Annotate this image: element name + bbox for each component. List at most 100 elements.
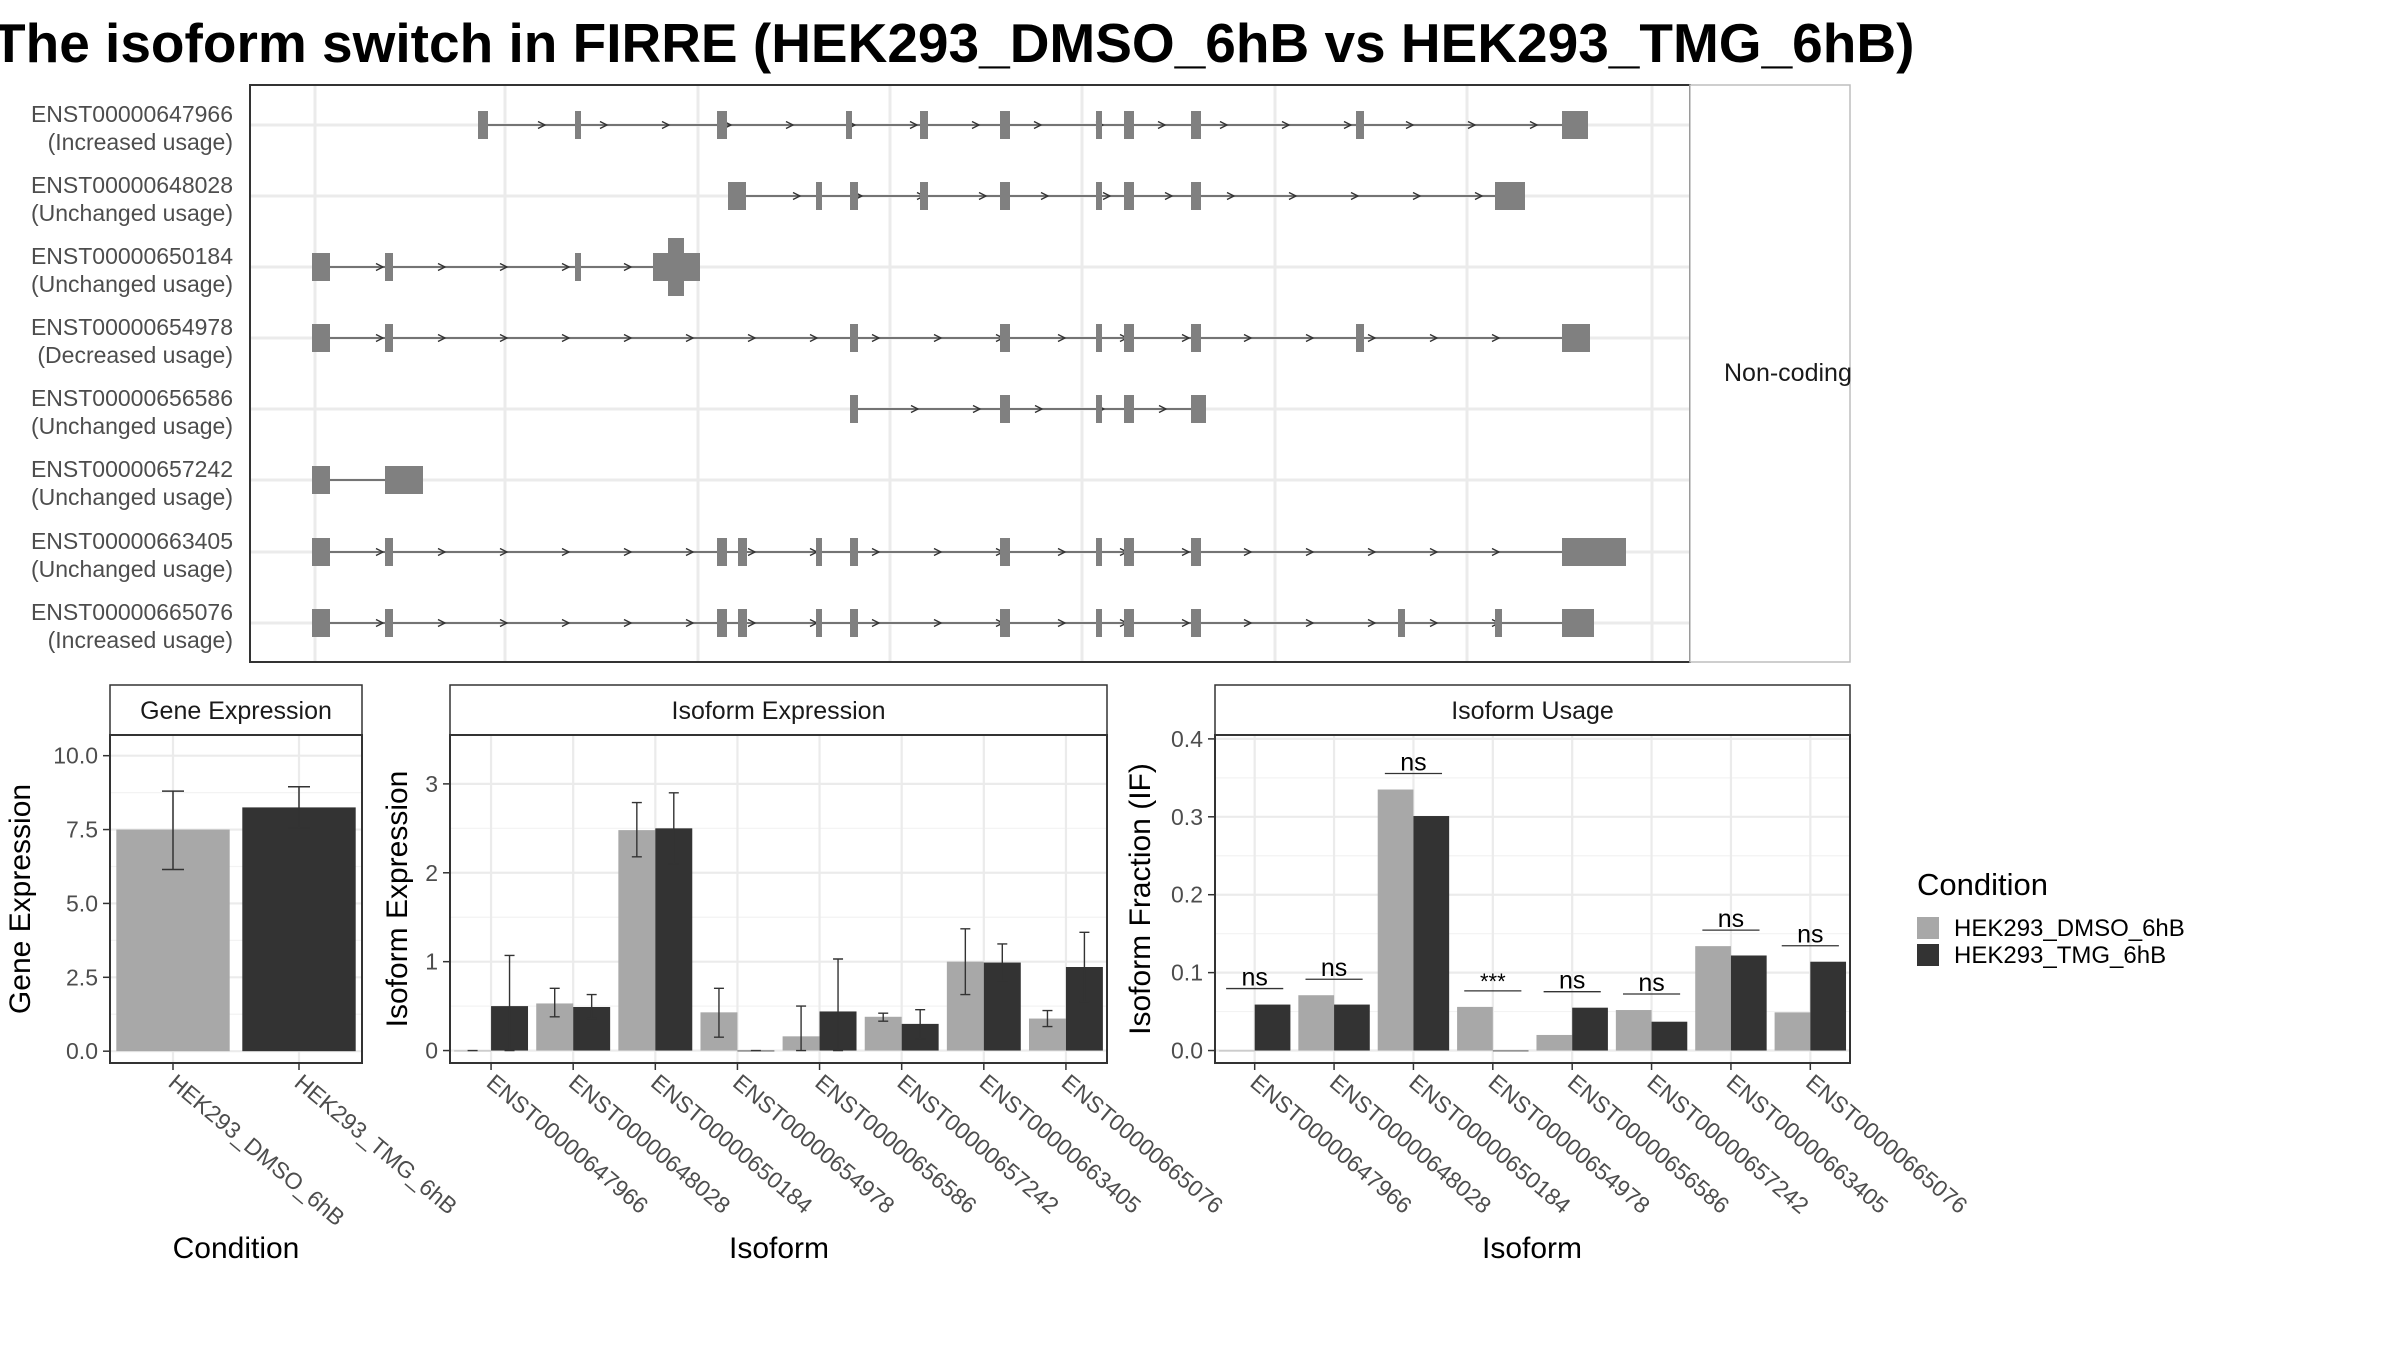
legend-swatch (1917, 917, 1939, 939)
significance-label: ns (1797, 921, 1823, 949)
y-axis-title: Isoform Expression (381, 771, 414, 1028)
y-tick-label: 3 (425, 771, 438, 797)
transcript-usage: (Unchanged usage) (31, 556, 233, 582)
exon (850, 182, 858, 210)
exon (478, 111, 488, 139)
exon (1191, 182, 1201, 210)
y-tick-label: 0 (425, 1038, 438, 1064)
exon (385, 466, 423, 494)
transcript-id: ENST00000654978 (31, 314, 233, 340)
exon (653, 253, 700, 281)
bar (618, 830, 656, 1051)
transcript-label: ENST00000650184 (Unchanged usage) (31, 243, 233, 297)
strand-arrow (499, 262, 509, 272)
significance-label: *** (1480, 969, 1506, 994)
bar (1218, 1050, 1255, 1052)
strand-arrow (499, 547, 509, 557)
y-tick-label: 0.0 (66, 1038, 98, 1064)
legend-entry: HEK293_TMG_6hB (1954, 942, 2166, 969)
strand-arrow (661, 120, 671, 130)
strand-arrow (809, 333, 819, 343)
transcript-label: ENST00000647966 (Increased usage) (31, 101, 233, 155)
exon (385, 538, 393, 566)
bar (1334, 1004, 1370, 1051)
exon (1562, 609, 1594, 637)
strand-arrow (1305, 547, 1315, 557)
exon (1562, 111, 1588, 139)
exon (816, 182, 822, 210)
exon (1495, 182, 1525, 210)
error-bar (915, 1008, 926, 1040)
strand-arrow (1034, 404, 1044, 414)
panel-title: Isoform Usage (1451, 697, 1614, 725)
strand-arrow (375, 547, 385, 557)
exon (575, 111, 581, 139)
structure-panel-bg (250, 85, 1690, 662)
strand-arrow (561, 333, 571, 343)
strand-arrow (871, 547, 881, 557)
exon (1124, 182, 1134, 210)
exon (312, 466, 330, 494)
significance-label: ns (1559, 967, 1585, 995)
error-bar (878, 1012, 889, 1022)
strip-3 (1214, 684, 1851, 736)
strand-arrow (1243, 547, 1253, 557)
strand-arrow (972, 404, 982, 414)
strand-arrow (933, 547, 943, 557)
strand-arrow (1057, 333, 1067, 343)
exon (1096, 324, 1102, 352)
strip-2 (449, 684, 1108, 736)
bar (1298, 995, 1335, 1051)
exon (312, 609, 330, 637)
exon (850, 609, 858, 637)
strand-arrow (1405, 120, 1415, 130)
facet-strip-label: Non-coding (1724, 359, 1852, 387)
strand-arrow (561, 262, 571, 272)
error-bar (713, 987, 724, 1038)
transcript-usage: (Unchanged usage) (31, 484, 233, 510)
error-bar (549, 987, 560, 1018)
transcript-label: ENST00000663405 (Unchanged usage) (31, 528, 233, 582)
transcript-label: ENST00000656586 (Unchanged usage) (31, 385, 233, 439)
bar (1413, 816, 1450, 1051)
strand-arrow (599, 120, 609, 130)
exon (1000, 609, 1010, 637)
strand-arrow (375, 618, 385, 628)
strand-arrow (375, 333, 385, 343)
exon (312, 324, 330, 352)
y-axis-title: Isoform Fraction (IF) (1124, 763, 1157, 1035)
bar (1492, 1050, 1529, 1052)
strand-arrow (1033, 120, 1043, 130)
strand-arrow (910, 404, 920, 414)
strand-arrow (1281, 120, 1291, 130)
bar (1774, 1012, 1811, 1051)
transcript-usage: (Increased usage) (48, 627, 233, 653)
significance-label: ns (1241, 964, 1267, 992)
exon (1398, 609, 1405, 637)
exon (850, 324, 858, 352)
legend-swatch (1917, 944, 1939, 966)
transcript-id: ENST00000648028 (31, 172, 233, 198)
transcript-id: ENST00000647966 (31, 101, 233, 127)
exon (1562, 324, 1590, 352)
strand-arrow (1219, 120, 1229, 130)
exon (717, 111, 727, 139)
exon (728, 182, 746, 210)
exon (1191, 395, 1206, 423)
strand-arrow (871, 618, 881, 628)
strand-arrow (1367, 618, 1377, 628)
transcript-id: ENST00000665076 (31, 599, 233, 625)
exon (846, 111, 852, 139)
strand-arrow (747, 547, 757, 557)
exon (1096, 538, 1102, 566)
strand-arrow (685, 547, 695, 557)
panel-title: Isoform Expression (672, 697, 886, 725)
strand-arrow (623, 262, 633, 272)
exon (1000, 111, 1010, 139)
strand-arrow (785, 120, 795, 130)
significance-label: ns (1718, 905, 1744, 933)
strand-arrow (499, 333, 509, 343)
exon (1000, 324, 1010, 352)
y-tick-label: 0.4 (1171, 726, 1203, 752)
